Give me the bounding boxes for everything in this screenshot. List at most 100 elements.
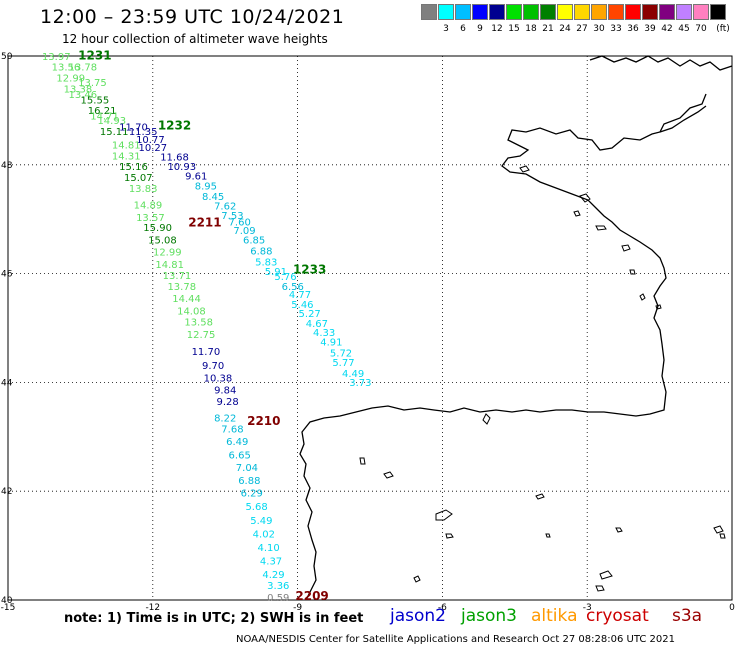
- wave-height-label: 5.76: [274, 272, 296, 283]
- color-scale-swatch: [557, 4, 573, 20]
- color-scale-swatch: [421, 4, 437, 20]
- wave-height-label: 7.53: [221, 211, 243, 222]
- axis-tick-labels: -15 -12 -9 -6 -3 0 50 48 46 44 42 40: [1, 52, 735, 613]
- pass-number-label: 2211: [188, 215, 221, 229]
- pass-number-label: 1233: [293, 263, 326, 277]
- wave-height-label: 9.61: [185, 171, 207, 182]
- color-scale-label: 39: [644, 24, 656, 34]
- coastline-england: [589, 55, 733, 71]
- color-scale-label: 15: [508, 24, 520, 34]
- wave-height-label: 8.45: [202, 192, 224, 203]
- color-scale-label: 21: [542, 24, 554, 34]
- color-scale-label: 27: [576, 24, 588, 34]
- color-scale-swatch: [455, 4, 471, 20]
- color-scale-swatch: [438, 4, 454, 20]
- wave-height-label: 9.70: [202, 361, 224, 372]
- wave-height-label: 13.71: [163, 271, 192, 282]
- wave-height-label: 5.83: [255, 257, 277, 268]
- wave-height-label: 9.84: [214, 385, 236, 396]
- wave-height-label: 6.88: [250, 247, 272, 258]
- lon-tick-label: -12: [145, 603, 160, 613]
- wave-height-label: 6.88: [238, 476, 260, 487]
- wave-height-label: 14.81: [112, 140, 141, 151]
- wave-height-label: 4.02: [253, 529, 275, 540]
- color-scale-label: 12: [491, 24, 503, 34]
- wave-height-label: 5.72: [330, 348, 352, 359]
- wave-height-label: 4.37: [260, 557, 282, 568]
- wave-height-label: 12.99: [153, 248, 182, 259]
- wave-height-label: 6.56: [282, 282, 304, 293]
- wave-height-label: 10.77: [136, 135, 165, 146]
- wave-height-label: 14.89: [134, 200, 163, 211]
- wave-height-label: 12.75: [187, 330, 216, 341]
- wave-height-label: 11.70: [119, 123, 148, 134]
- wave-height-label: 14.31: [112, 151, 141, 162]
- wave-height-label: 13.46: [68, 90, 97, 101]
- wave-height-label: 14.81: [155, 260, 184, 271]
- wave-height-label: 0.59: [267, 593, 289, 604]
- island-shape: [615, 527, 623, 533]
- lat-tick-label: 50: [1, 52, 13, 62]
- wave-height-label: 9.28: [216, 397, 238, 408]
- color-scale-swatch: [591, 4, 607, 20]
- island-shape: [445, 533, 454, 539]
- lat-lon-grid: [7, 55, 733, 601]
- wave-height-label: 7.62: [214, 201, 236, 212]
- pass-number-label: 2210: [247, 414, 280, 428]
- lon-tick-label: -15: [1, 603, 16, 613]
- wave-height-label: 6.29: [241, 489, 263, 500]
- wave-height-label: 3.73: [349, 378, 371, 389]
- lat-tick-label: 46: [1, 270, 13, 280]
- wave-height-label: 15.90: [143, 223, 172, 234]
- islands: [359, 165, 726, 592]
- legend-entry-cryosat: cryosat: [586, 606, 649, 626]
- island-shape: [573, 210, 581, 217]
- wave-height-points: 13.9713.5613.7812.9913.7513.3813.4615.55…: [42, 52, 372, 604]
- wave-height-label: 10.38: [204, 373, 233, 384]
- color-scale-swatch: [574, 4, 590, 20]
- map-note: note: 1) Time is in UTC; 2) SWH is in fe…: [64, 611, 364, 626]
- island-shape: [435, 509, 453, 521]
- wave-height-label: 12.99: [56, 74, 85, 85]
- color-scale-label: 3: [443, 24, 449, 34]
- wave-height-label: 13.75: [78, 78, 107, 89]
- color-scale-swatch: [659, 4, 675, 20]
- island-shape: [595, 225, 607, 231]
- wave-height-label: 15.11: [100, 127, 129, 138]
- wave-height-label: 7.04: [236, 463, 258, 474]
- lat-tick-label: 44: [1, 378, 13, 388]
- wave-height-label: 8.22: [214, 414, 236, 425]
- color-scale-swatch: [472, 4, 488, 20]
- color-scale-swatch: [506, 4, 522, 20]
- wave-height-label: 14.08: [177, 306, 206, 317]
- wave-height-label: 4.49: [342, 369, 364, 380]
- island-shape: [621, 244, 631, 252]
- wave-height-label: 15.16: [119, 162, 148, 173]
- island-shape: [413, 575, 421, 583]
- color-scale-label: 30: [593, 24, 605, 34]
- island-shape: [359, 457, 366, 465]
- wave-height-label: 14.44: [172, 294, 201, 305]
- wave-height-label: 5.91: [265, 267, 287, 278]
- lat-tick-label: 40: [1, 596, 13, 606]
- wave-height-label: 13.78: [68, 63, 97, 74]
- wave-height-label: 6.49: [226, 437, 248, 448]
- wave-height-label: 10.27: [138, 143, 167, 154]
- wave-height-label: 15.55: [81, 95, 110, 106]
- color-scale-label: 42: [661, 24, 673, 34]
- map-title: 12:00 – 23:59 UTC 10/24/2021: [40, 6, 345, 28]
- wave-height-label: 7.09: [233, 226, 255, 237]
- legend-entry-altika: altika: [531, 606, 578, 626]
- wave-height-label: 10.93: [167, 162, 196, 173]
- wave-height-label: 4.67: [306, 319, 328, 330]
- lat-tick-label: 42: [1, 487, 12, 497]
- island-shape: [713, 525, 724, 534]
- island-shape: [545, 533, 551, 538]
- pass-number-label: 1232: [158, 118, 191, 132]
- island-shape: [719, 533, 726, 539]
- color-scale-swatch: [642, 4, 658, 20]
- color-scale-swatch: [523, 4, 539, 20]
- wave-height-label: 11.70: [192, 347, 221, 358]
- wave-height-label: 13.97: [42, 52, 71, 63]
